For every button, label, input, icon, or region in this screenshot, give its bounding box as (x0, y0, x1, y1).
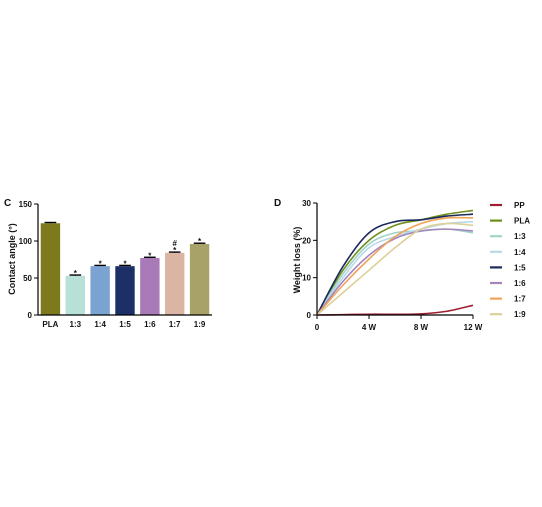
legend-label: PP (514, 201, 525, 210)
panel-d-y-tick-label: 30 (302, 199, 311, 208)
bar-1:3 (65, 275, 85, 315)
panel-d-x-tick-label: 0 (315, 323, 320, 332)
panel-d-letter: D (274, 198, 281, 209)
panel-d: D Weight loss (%) 0 10 20 30 0 4 W 8 W 12 W PP… (274, 198, 530, 332)
panel-c-x-tick-label: 1:9 (194, 320, 206, 329)
panel-c-x-tick-label: 1:7 (169, 320, 181, 329)
panel-d-legend: PP PLA 1:3 1:4 1:5 1:6 1:7 1:9 (490, 201, 530, 319)
panel-c-x-tick-label: PLA (42, 320, 58, 329)
significance-mark: * (198, 237, 202, 246)
panel-c-x-tick-label: 1:4 (94, 320, 106, 329)
panel-d-y-tick-label: 20 (302, 236, 311, 245)
legend-label: 1:3 (514, 232, 526, 241)
bar-PLA (40, 223, 61, 315)
significance-mark: * (74, 269, 78, 278)
bar-1:4 (90, 266, 110, 315)
panel-d-x-tick-label: 12 W (464, 323, 483, 332)
legend-label: 1:9 (514, 310, 526, 319)
panel-c-x-tick-label: 1:6 (144, 320, 156, 329)
panel-c-x-tick-label: 1:3 (70, 320, 82, 329)
series-line-PLA (316, 209, 474, 316)
legend-label: 1:4 (514, 248, 526, 257)
significance-mark: * (99, 259, 103, 268)
panel-c-x-tick-labels: PLA 1:3 1:4 1:5 1:6 1:7 1:9 (42, 320, 205, 329)
panel-d-y-tick-label: 10 (302, 274, 311, 283)
panel-c-bars: ** **#** (40, 221, 210, 315)
panel-d-y-ticks: 0 10 20 30 (302, 199, 317, 320)
legend-label: 1:5 (514, 263, 526, 272)
significance-mark: * (173, 246, 177, 255)
panel-d-y-axis-title: Weight loss (%) (292, 227, 302, 294)
panel-c-y-tick-label: 150 (19, 200, 33, 209)
significance-mark: * (148, 251, 152, 260)
bar-1:5 (115, 266, 135, 315)
panel-c-y-tick-label: 0 (28, 311, 33, 320)
bar-1:9 (189, 243, 210, 315)
panel-c-y-tick-label: 50 (23, 274, 32, 283)
panel-d-series-lines (316, 209, 474, 316)
panel-c-letter: C (4, 198, 11, 209)
series-line-PP (316, 304, 474, 316)
panel-d-x-ticks: 0 4 W 8 W 12 W (315, 315, 483, 332)
significance-mark: * (123, 259, 127, 268)
bar-1:7 (165, 252, 185, 315)
panel-c-y-axis-title: Contact angle (°) (7, 223, 17, 295)
panel-c-y-tick-label: 100 (19, 237, 33, 246)
series-line-1:6 (316, 228, 474, 316)
panel-c-x-tick-label: 1:5 (119, 320, 131, 329)
series-line-1:5 (316, 213, 474, 316)
series-line-1:9 (316, 222, 474, 316)
panel-c-y-ticks: 0 50 100 150 (19, 200, 38, 320)
bar-1:6 (140, 258, 160, 315)
significance-mark: # (172, 239, 177, 248)
legend-label: 1:7 (514, 295, 526, 304)
panel-d-x-tick-label: 4 W (362, 323, 377, 332)
panel-d-y-tick-label: 0 (307, 311, 312, 320)
panel-d-x-tick-label: 8 W (414, 323, 429, 332)
legend-label: PLA (514, 217, 530, 226)
legend-label: 1:6 (514, 279, 526, 288)
series-line-1:7 (316, 216, 474, 316)
